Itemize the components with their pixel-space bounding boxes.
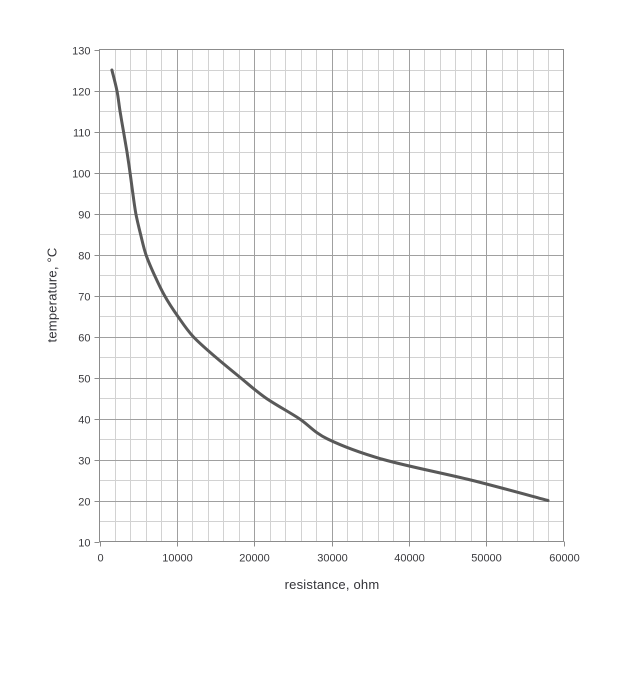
y-tick-label: 90 [78, 210, 90, 222]
y-tick-label: 10 [78, 538, 90, 550]
y-tick-label: 40 [78, 415, 90, 427]
x-tick-label: 30000 [317, 553, 348, 565]
data-curve [110, 68, 550, 502]
y-tick-label: 100 [72, 169, 90, 181]
x-tick-label: 40000 [394, 553, 425, 565]
x-tick-label: 50000 [471, 553, 502, 565]
y-tick-label: 70 [78, 292, 90, 304]
x-tick-label: 20000 [239, 553, 270, 565]
x-tick-label: 60000 [549, 553, 580, 565]
y-axis-title: temperature, °C [44, 247, 60, 343]
x-tick-label: 0 [97, 553, 103, 565]
y-tick-label: 50 [78, 374, 90, 386]
y-tick-label: 120 [72, 87, 90, 99]
x-tick-label: 10000 [162, 553, 193, 565]
y-tick-label: 60 [78, 333, 90, 345]
y-tick-label: 30 [78, 456, 90, 468]
x-axis-title: resistance, ohm [284, 577, 380, 592]
y-tick-label: 20 [78, 497, 90, 509]
y-tick-label: 80 [78, 251, 90, 263]
y-tick-label: 110 [73, 128, 91, 140]
plot-border [99, 49, 564, 542]
y-tick-label: 130 [72, 46, 90, 58]
